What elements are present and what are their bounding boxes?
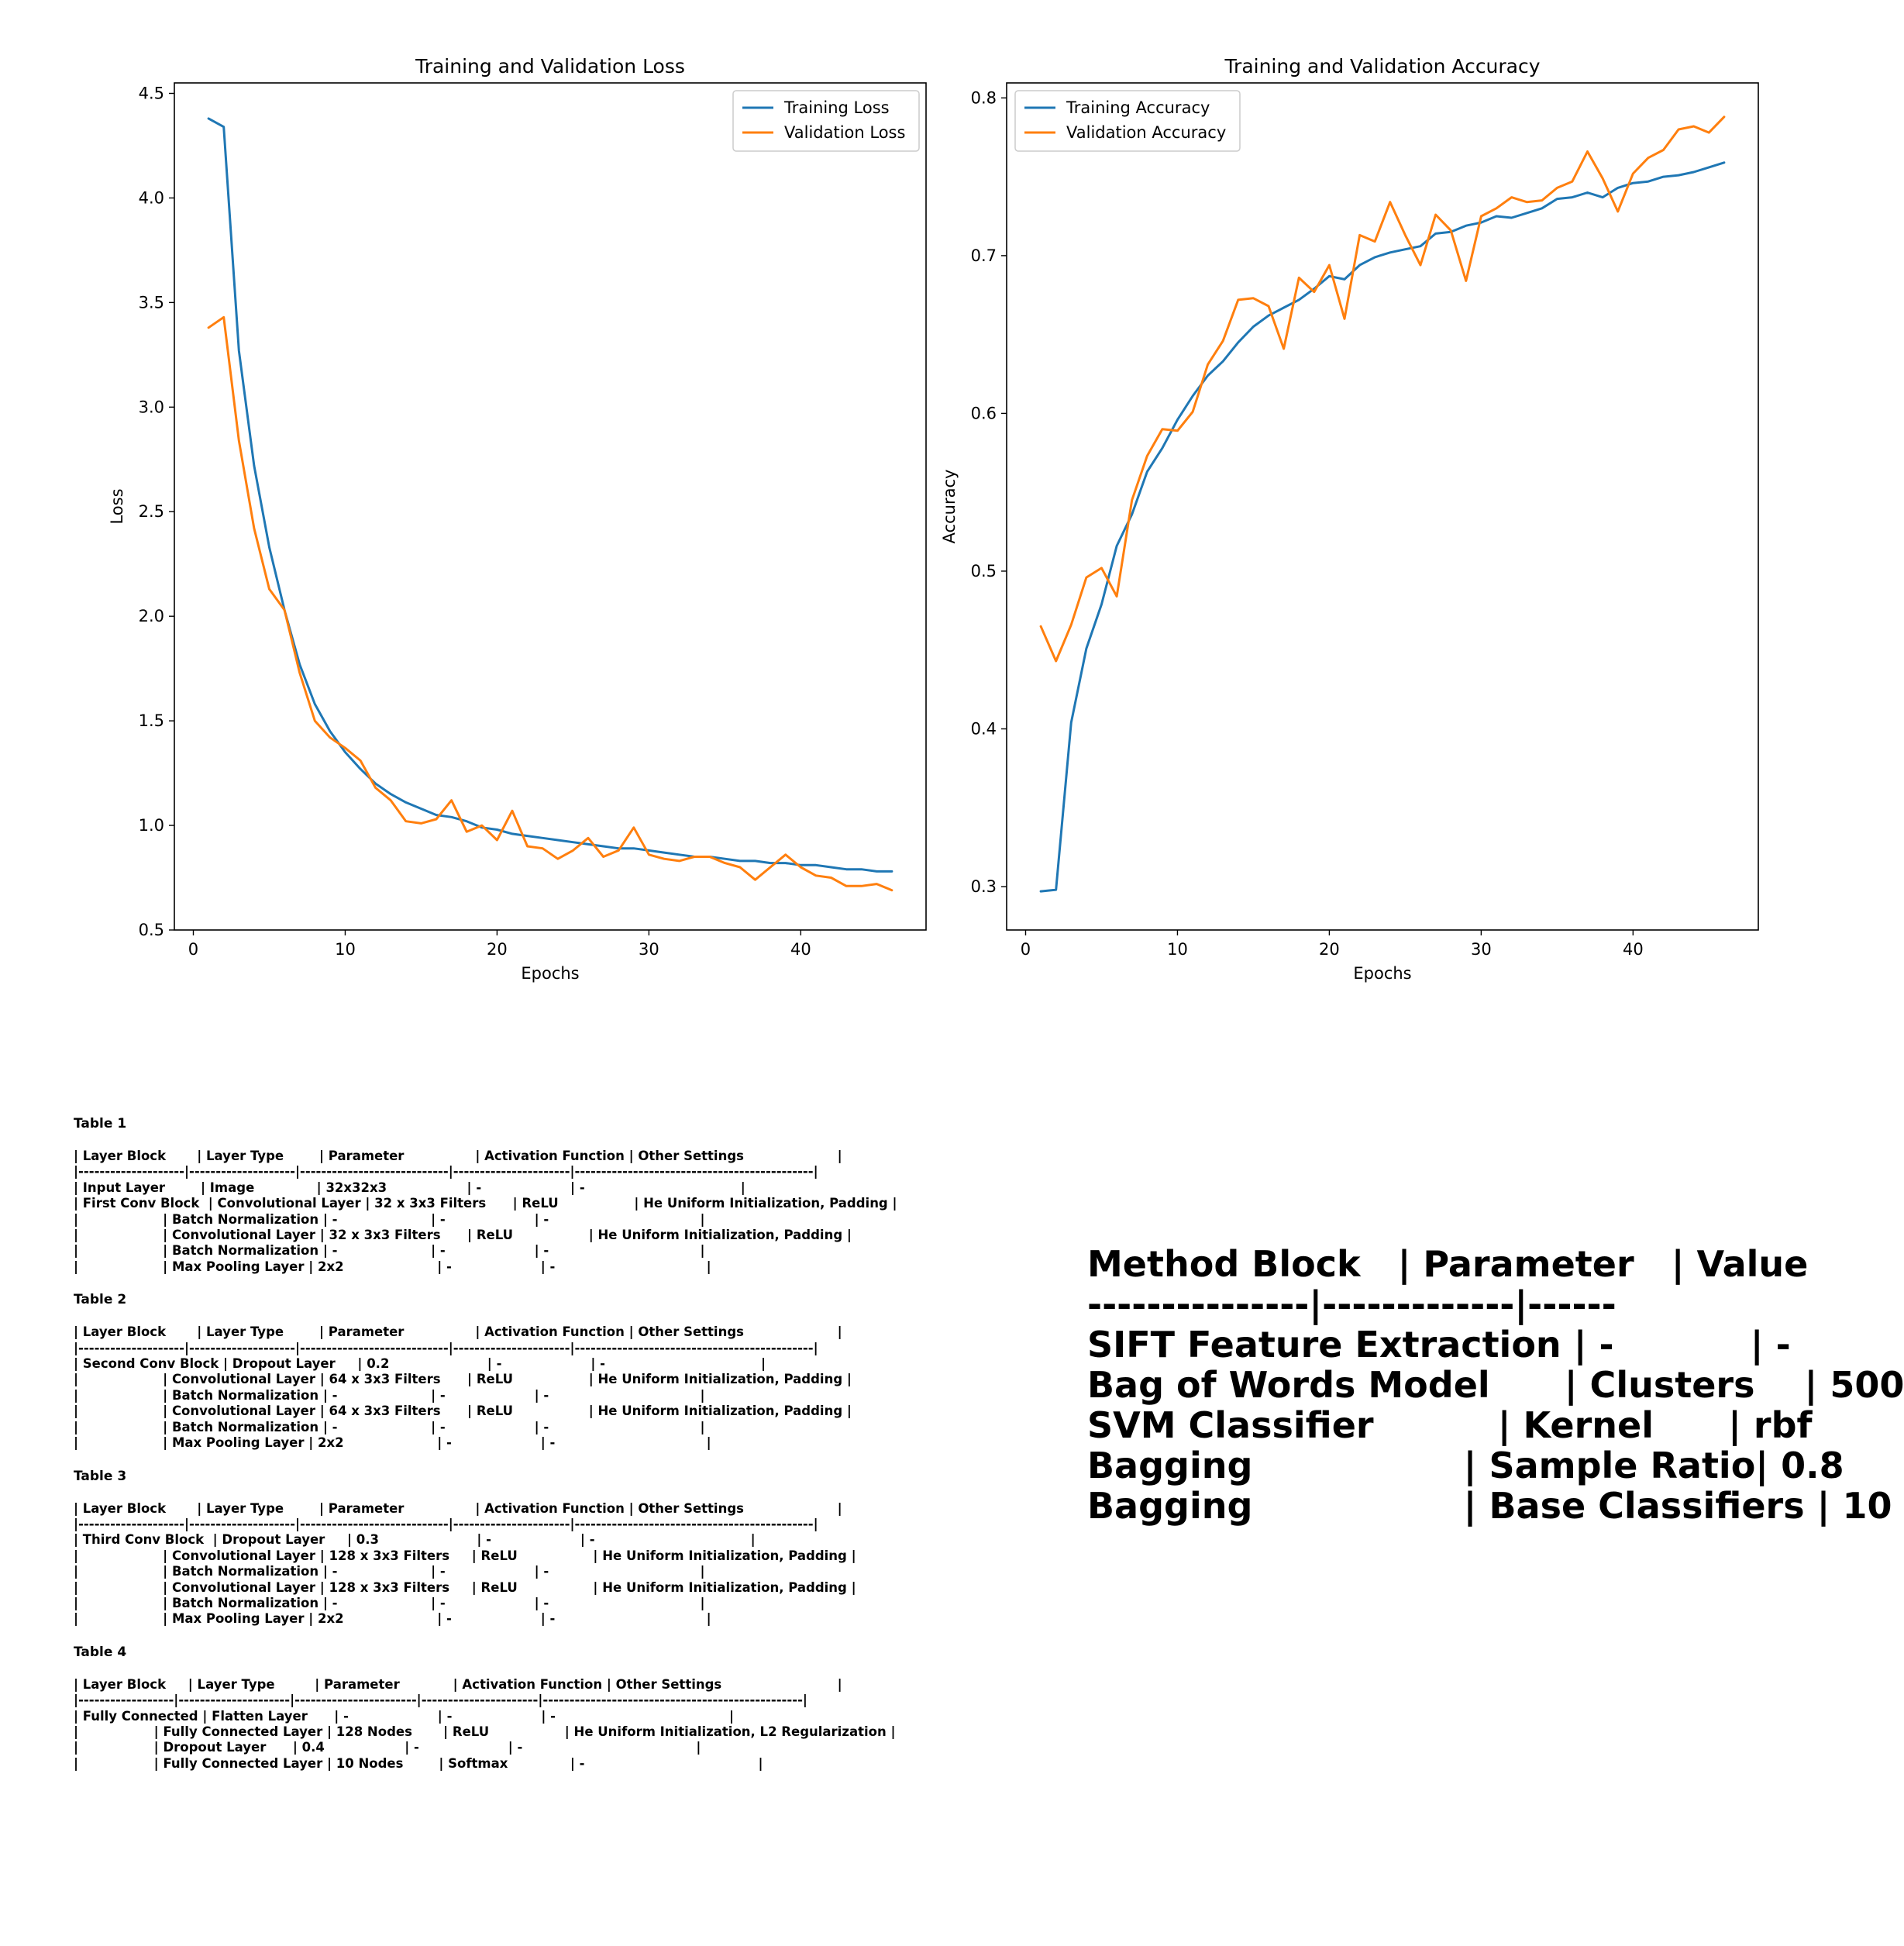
method-row: SVM Classifier | Kernel | rbf xyxy=(1087,1404,1813,1446)
table-row: | | Convolutional Layer | 64 x 3x3 Filte… xyxy=(74,1372,852,1387)
y-tick-label: 0.5 xyxy=(139,921,164,939)
table-row: | | Batch Normalization | - | - | - | xyxy=(74,1419,705,1435)
legend-label: Validation Loss xyxy=(784,123,905,142)
legend-box xyxy=(1014,90,1241,152)
table-row: | | Convolutional Layer | 32 x 3x3 Filte… xyxy=(74,1228,852,1243)
table-row: |--------------------|------------------… xyxy=(74,1164,818,1180)
table-spacer xyxy=(74,1452,965,1469)
y-tick-label: 4.5 xyxy=(139,84,164,102)
legend-label: Training Accuracy xyxy=(1066,98,1210,117)
legend-box xyxy=(732,90,920,152)
charts-figure: Training and Validation Loss 0 10 20 30 40 0.5… xyxy=(108,55,1759,983)
method-row: SIFT Feature Extraction | - | - xyxy=(1087,1324,1791,1366)
legend-label: Validation Accuracy xyxy=(1066,123,1226,142)
x-tick-label: 20 xyxy=(1319,940,1340,959)
table-row: | | Batch Normalization | - | - | - | xyxy=(74,1243,705,1259)
plot-frame xyxy=(1006,82,1759,931)
y-tick-label: 0.5 xyxy=(971,562,997,580)
y-axis-label: Loss xyxy=(108,488,126,524)
table-row: | | Batch Normalization | - | - | - | xyxy=(74,1387,705,1403)
table-row: | Second Conv Block | Dropout Layer | 0.… xyxy=(74,1356,766,1372)
y-tick-label: 3.5 xyxy=(139,293,164,312)
table-row: | Layer Block | Layer Type | Parameter |… xyxy=(74,1500,842,1516)
table-row: | | Max Pooling Layer | 2x2 | - | - | xyxy=(74,1435,711,1451)
table-row: | Layer Block | Layer Type | Parameter |… xyxy=(74,1676,842,1692)
x-tick-label: 40 xyxy=(1623,940,1644,959)
table-row: | | Batch Normalization | - | - | - | xyxy=(74,1595,705,1610)
legend-label: Training Loss xyxy=(783,98,890,117)
table-title: Table 1 xyxy=(74,1116,127,1131)
y-tick-label: 0.8 xyxy=(971,88,997,107)
x-tick-label: 30 xyxy=(639,940,659,959)
plot-frame xyxy=(174,82,927,931)
x-tick-label: 30 xyxy=(1471,940,1492,959)
layer-table: Table 3 | Layer Block | Layer Type | Para… xyxy=(74,1469,965,1645)
table-row: |--------------------|------------------… xyxy=(74,1340,818,1355)
x-tick-label: 10 xyxy=(335,940,356,959)
y-tick-label: 3.0 xyxy=(139,398,164,416)
x-tick-label: 40 xyxy=(790,940,811,959)
method-row: Bagging | Sample Ratio| 0.8 xyxy=(1087,1445,1844,1486)
method-row: Bag of Words Model | Clusters | 500 xyxy=(1087,1364,1904,1406)
table-row: | | Batch Normalization | - | - | - | xyxy=(74,1211,705,1227)
x-axis-label: Epochs xyxy=(1353,964,1411,983)
y-tick-label: 2.0 xyxy=(139,607,164,625)
x-tick-label: 0 xyxy=(188,940,198,959)
y-tick-label: 0.3 xyxy=(971,877,997,896)
layer-table: Table 4 | Layer Block | Layer Type | Para… xyxy=(74,1645,965,1772)
table-row: | Input Layer | Image | 32x32x3 | - | - … xyxy=(74,1180,745,1195)
y-tick-label: 0.7 xyxy=(971,246,997,265)
y-axis-label: Accuracy xyxy=(940,470,959,544)
table-row: | | Convolutional Layer | 128 x 3x3 Filt… xyxy=(74,1548,856,1563)
table-row: | | Batch Normalization | - | - | - | xyxy=(74,1564,705,1579)
method-row: ---------------|-------------|------ xyxy=(1087,1283,1617,1325)
y-tick-label: 1.5 xyxy=(139,711,164,730)
table-row: |--------------------|------------------… xyxy=(74,1516,818,1531)
series-line xyxy=(207,117,893,873)
layer-table: Table 1 | Layer Block | Layer Type | Para… xyxy=(74,1116,965,1292)
table-row: | | Max Pooling Layer | 2x2 | - | - | xyxy=(74,1611,711,1627)
x-axis-label: Epochs xyxy=(521,964,579,983)
table-title: Table 3 xyxy=(74,1468,127,1484)
table-row: | | Convolutional Layer | 64 x 3x3 Filte… xyxy=(74,1404,852,1419)
table-row: | First Conv Block | Convolutional Layer… xyxy=(74,1196,897,1211)
x-tick-label: 0 xyxy=(1021,940,1031,959)
x-tick-label: 20 xyxy=(487,940,508,959)
table-row: | Layer Block | Layer Type | Parameter |… xyxy=(74,1324,842,1340)
table-row: |------------------|--------------------… xyxy=(74,1693,807,1708)
table-title: Table 2 xyxy=(74,1292,127,1308)
x-tick-label: 10 xyxy=(1167,940,1188,959)
method-row: Bagging | Base Classifiers | 10 xyxy=(1087,1485,1892,1527)
table-row: | Layer Block | Layer Type | Parameter |… xyxy=(74,1149,842,1163)
series-line xyxy=(207,315,893,892)
layer-table: Table 2 | Layer Block | Layer Type | Para… xyxy=(74,1292,965,1468)
table-spacer xyxy=(74,1275,965,1292)
y-tick-label: 4.0 xyxy=(139,188,164,207)
series-line xyxy=(1039,161,1726,893)
table-row: | | Dropout Layer | 0.4 | - | - | xyxy=(74,1740,701,1755)
table-row: | | Max Pooling Layer | 2x2 | - | - | xyxy=(74,1259,711,1274)
table-row: | Fully Connected | Flatten Layer | - | … xyxy=(74,1708,734,1724)
method-row: Method Block | Parameter | Value xyxy=(1087,1243,1809,1285)
y-tick-label: 0.4 xyxy=(971,719,997,738)
y-tick-label: 1.0 xyxy=(139,816,164,835)
table-row: | | Fully Connected Layer | 10 Nodes | S… xyxy=(74,1755,763,1771)
table-title: Table 4 xyxy=(74,1644,127,1660)
chart-title: Training and Validation Loss xyxy=(415,55,685,77)
layer-tables: Table 1 | Layer Block | Layer Type | Para… xyxy=(74,1116,965,1772)
table-row: | | Fully Connected Layer | 128 Nodes | … xyxy=(74,1724,896,1739)
method-table: Method Block | Parameter | Value --------… xyxy=(1087,1244,1904,1526)
series-line xyxy=(1039,115,1726,663)
table-spacer xyxy=(74,1627,965,1645)
y-tick-label: 2.5 xyxy=(139,502,164,521)
table-row: | | Convolutional Layer | 128 x 3x3 Filt… xyxy=(74,1579,856,1595)
chart-title: Training and Validation Accuracy xyxy=(1224,55,1540,77)
table-row: | Third Conv Block | Dropout Layer | 0.3… xyxy=(74,1532,756,1548)
y-tick-label: 0.6 xyxy=(971,404,997,422)
